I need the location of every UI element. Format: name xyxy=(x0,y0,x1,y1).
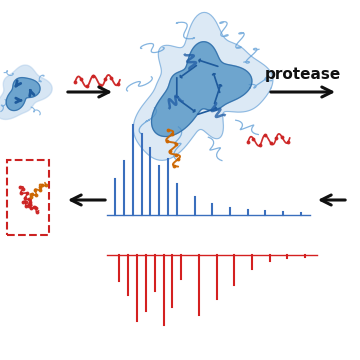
Text: protease: protease xyxy=(265,67,341,82)
Polygon shape xyxy=(133,12,273,160)
Polygon shape xyxy=(0,65,52,120)
Polygon shape xyxy=(152,42,252,136)
Polygon shape xyxy=(6,78,40,111)
Bar xyxy=(7,159,49,234)
